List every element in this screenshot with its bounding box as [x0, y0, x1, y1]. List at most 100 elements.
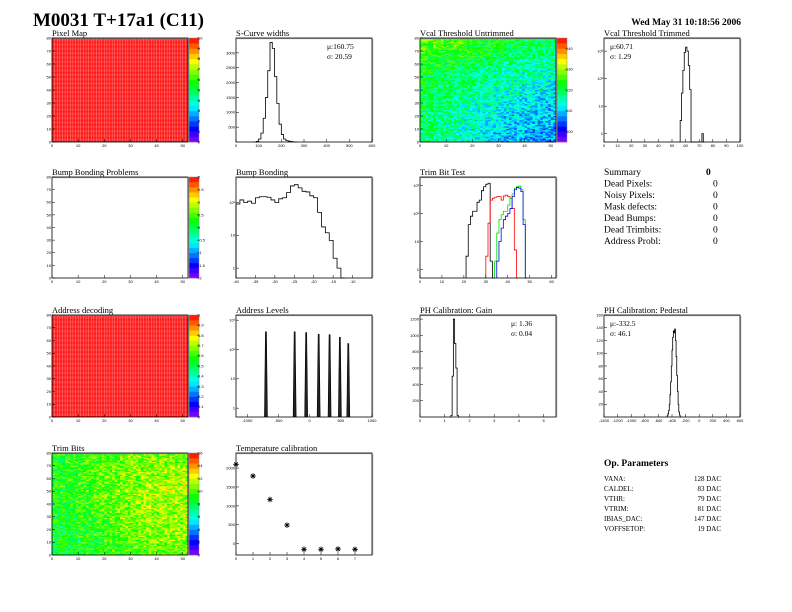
heatmap-cell [545, 84, 549, 87]
heatmap-cell [519, 43, 523, 45]
color-scale-step [557, 136, 567, 143]
heatmap-cell [427, 56, 431, 58]
heatmap-cell [532, 71, 536, 74]
heatmap-cell [474, 104, 478, 106]
heatmap-cell [464, 101, 468, 104]
heatmap-cell [420, 136, 423, 139]
heatmap-cell [508, 118, 512, 121]
heatmap-cell [464, 139, 468, 141]
heatmap-cell [514, 71, 517, 74]
heatmap-cell [535, 99, 538, 101]
heatmap-cell [464, 99, 468, 101]
heatmap-cell [427, 39, 431, 41]
y-tick-label: 10 [415, 126, 420, 131]
heatmap-cell [514, 41, 517, 44]
heatmap-cell [550, 61, 554, 63]
heatmap-cell [420, 64, 423, 66]
heatmap-cell [529, 79, 533, 82]
heatmap-cell [516, 108, 520, 110]
heatmap-cell [422, 71, 426, 74]
heatmap-cell [508, 90, 512, 92]
heatmap-cell [427, 139, 431, 141]
heatmap-cell [511, 65, 515, 67]
heatmap-cell [464, 73, 468, 75]
heatmap-cell [430, 113, 434, 115]
heatmap-cell [438, 40, 442, 43]
heatmap-cell [467, 39, 470, 41]
heatmap-cell [542, 95, 546, 97]
heatmap-cell [550, 121, 554, 123]
heatmap-cell [451, 44, 455, 46]
heatmap-cell [488, 138, 491, 140]
heatmap-cell [435, 57, 439, 59]
heatmap-cell [503, 118, 507, 121]
heatmap-cell [461, 134, 465, 136]
heatmap-cell [433, 113, 436, 115]
heatmap-cell [488, 41, 491, 44]
heatmap-cell [472, 60, 476, 62]
heatmap-cell [498, 74, 502, 76]
heatmap-cell [420, 77, 423, 79]
heatmap-cell [448, 69, 452, 71]
heatmap-cell [485, 73, 489, 75]
heatmap-cell [545, 104, 549, 106]
heatmap-cell [482, 117, 486, 119]
heatmap-cell [469, 53, 473, 56]
heatmap-cell [433, 45, 436, 48]
heatmap-cell [506, 65, 510, 67]
heatmap-cell [508, 100, 512, 102]
heatmap-cell [527, 114, 531, 117]
heatmap-cell [490, 140, 494, 143]
heatmap-cell [506, 125, 510, 127]
heatmap-cell [508, 93, 512, 96]
heatmap-cell [493, 86, 497, 88]
heatmap-cell [422, 54, 426, 57]
heatmap-cell [433, 118, 436, 121]
heatmap-cell [527, 70, 531, 72]
heatmap-cell [482, 93, 486, 96]
heatmap-cell [430, 67, 434, 70]
heatmap-cell [438, 48, 442, 50]
heatmap-cell [550, 93, 554, 96]
heatmap-cell [467, 123, 470, 126]
heatmap-cell [537, 79, 541, 82]
heatmap-cell [519, 139, 523, 141]
heatmap-cell [548, 73, 551, 75]
heatmap-cell [529, 40, 533, 43]
heatmap-cell [459, 109, 463, 111]
heatmap-cell [461, 112, 465, 114]
heatmap-cell [472, 90, 476, 92]
heatmap-cell [488, 77, 491, 79]
heatmap-cell [548, 105, 551, 108]
heatmap-cell [540, 129, 544, 131]
heatmap-cell [537, 112, 541, 114]
heatmap-cell [425, 48, 429, 50]
heatmap-cell [440, 62, 444, 65]
heatmap-cell [438, 78, 442, 80]
heatmap-cell [451, 109, 455, 111]
heatmap-cell [522, 83, 525, 85]
heatmap-cell [524, 84, 528, 87]
heatmap-cell [433, 112, 436, 114]
y-tick-label: 600 [412, 365, 419, 370]
color-scale-step [189, 366, 199, 372]
heatmap-cell [550, 79, 554, 82]
heatmap-cell [454, 54, 457, 57]
heatmap-cell [493, 69, 497, 71]
heatmap-cell [425, 112, 429, 114]
heatmap-cell [522, 125, 525, 127]
x-tick-label: 500 [346, 143, 353, 148]
heatmap-cell [511, 57, 515, 59]
heatmap-cell [474, 113, 478, 115]
heatmap-cell [495, 119, 499, 122]
heatmap-cell [550, 132, 554, 135]
heatmap-cell [498, 116, 502, 118]
heatmap-cell [456, 41, 460, 44]
heatmap-cell [443, 125, 447, 127]
heatmap-cell [493, 101, 497, 104]
heatmap-cell [493, 47, 497, 49]
heatmap-cell [519, 104, 523, 106]
chart-title: Vcal Threshold Untrimmed [420, 28, 515, 38]
heatmap-cell [440, 118, 444, 121]
heatmap-cell [482, 109, 486, 111]
